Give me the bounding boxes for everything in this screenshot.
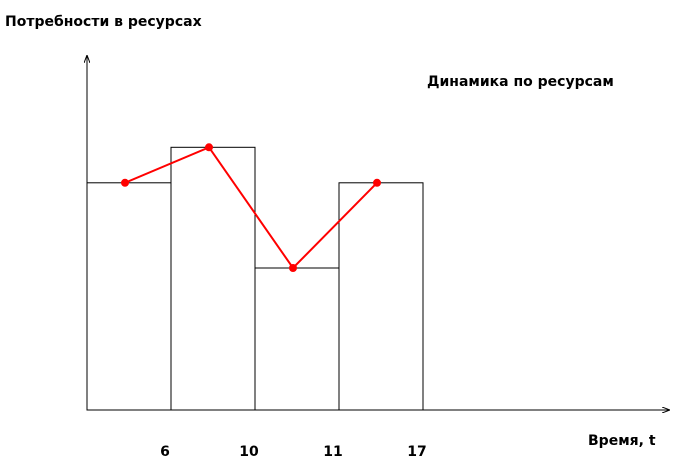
bar	[254, 267, 340, 411]
bar	[170, 146, 256, 411]
trend-point	[289, 264, 297, 272]
trend-point	[373, 178, 381, 187]
trend-point	[121, 178, 129, 187]
chart-title: Динамика по ресурсам	[427, 74, 614, 90]
trend-point	[205, 143, 213, 152]
x-tick-label: 17	[407, 444, 426, 460]
x-tick-label: 6	[160, 444, 170, 460]
bar	[338, 182, 424, 411]
x-axis-label: Время, t	[588, 433, 656, 449]
x-tick-label: 11	[323, 444, 342, 460]
y-axis-label: Потребности в ресурсах	[5, 14, 202, 30]
x-tick-label: 10	[239, 444, 259, 460]
bar	[86, 182, 172, 411]
trend-line	[124, 146, 378, 270]
